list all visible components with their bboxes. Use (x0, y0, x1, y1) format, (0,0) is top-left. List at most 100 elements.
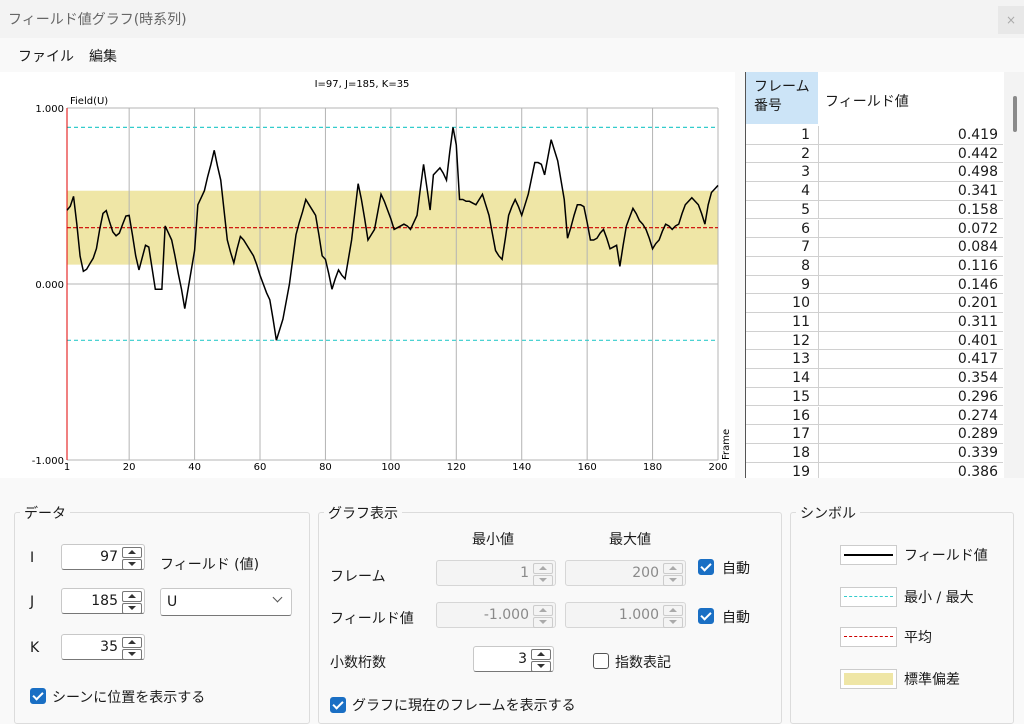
k-input[interactable]: 35 (61, 634, 145, 660)
x-tick-label: 120 (447, 462, 466, 473)
cell-separator (818, 200, 819, 220)
spinner[interactable] (122, 637, 142, 660)
table-row: 6 0.072 (746, 219, 1003, 239)
legend-swatch (840, 545, 897, 565)
field-value: 0.158 (957, 201, 998, 218)
i-value: 97 (100, 549, 118, 565)
legend-label: 標準偏差 (904, 672, 960, 688)
table-row: 1 0.419 (746, 126, 1003, 145)
frame-number: 5 (801, 201, 810, 218)
frame-number: 1 (801, 127, 810, 143)
checkbox[interactable] (698, 559, 714, 575)
cell-separator (818, 462, 819, 478)
decimals-input[interactable]: 3 (473, 646, 554, 672)
cell-separator (818, 350, 819, 370)
close-button[interactable]: × (998, 6, 1024, 34)
cell-separator (818, 182, 819, 201)
panel-title: グラフ表示 (324, 503, 402, 523)
menu-file[interactable]: ファイル (18, 49, 74, 65)
table-row: 14 0.354 (746, 369, 1003, 388)
menu-edit[interactable]: 編集 (89, 49, 117, 65)
scroll-thumb[interactable] (1013, 96, 1017, 132)
field-select[interactable]: U (160, 588, 292, 616)
table-body: 1 0.419 2 0.442 3 0.498 4 0.341 5 0.158 6 0.072 7 0.0… (746, 126, 1003, 478)
frame-number: 7 (801, 239, 810, 256)
frame-number: 16 (792, 407, 810, 424)
x-tick-label: 1 (64, 462, 70, 473)
table-row: 19 0.386 (746, 462, 1003, 478)
y-axis-label: Field(U) (70, 96, 108, 107)
checkbox[interactable] (330, 697, 346, 713)
checkbox[interactable] (30, 688, 46, 704)
frame-number: 11 (792, 314, 810, 330)
table-row: 5 0.158 (746, 200, 1003, 220)
field-value: 0.386 (957, 463, 998, 478)
field-value: 0.146 (957, 276, 998, 293)
data-line (66, 127, 719, 341)
min-header: 最小値 (472, 532, 514, 548)
field-max-input[interactable]: 1.000 (565, 602, 686, 628)
field-value-label: フィールド値 (330, 611, 414, 627)
j-value: 185 (91, 593, 118, 609)
checkbox[interactable] (698, 608, 714, 624)
table-row: 4 0.341 (746, 182, 1003, 201)
cell-separator (818, 387, 819, 407)
spinner[interactable] (531, 649, 551, 672)
table-row: 17 0.289 (746, 425, 1003, 444)
field-select-value: U (167, 594, 178, 610)
field-value: 0.311 (957, 314, 998, 330)
spinner[interactable] (122, 547, 142, 570)
frame-min-input[interactable]: 1 (436, 560, 556, 586)
cell-separator (818, 425, 819, 444)
swatch-line (844, 636, 893, 637)
cell-separator (818, 219, 819, 239)
frame-number: 13 (792, 351, 810, 368)
panel-title: データ (20, 503, 70, 523)
j-input[interactable]: 185 (61, 588, 145, 614)
swatch-line (844, 596, 893, 597)
cell-separator (818, 256, 819, 276)
cell-separator (818, 331, 819, 351)
field-value: 0.417 (957, 351, 998, 368)
table-row: 2 0.442 (746, 144, 1003, 164)
cell-separator (818, 406, 819, 426)
x-tick-label: 100 (381, 462, 400, 473)
symbol-panel (790, 512, 1014, 724)
table-row: 3 0.498 (746, 163, 1003, 183)
legend-swatch (840, 669, 897, 689)
chart-area: I=97, J=185, K=35 Field(U) Frame 1 20 40 60 80 1… (0, 72, 735, 478)
field-value: 0.296 (957, 388, 998, 405)
frame-max: 200 (632, 565, 659, 581)
field-min-input[interactable]: -1.000 (436, 602, 556, 628)
field-min: -1.000 (483, 607, 529, 623)
frame-number: 2 (801, 145, 810, 162)
scrollbar[interactable] (1004, 72, 1024, 478)
table-row: 8 0.116 (746, 256, 1003, 276)
cell-separator (818, 163, 819, 183)
checkbox[interactable] (593, 653, 609, 669)
i-input[interactable]: 97 (61, 544, 145, 570)
field-max: 1.000 (618, 607, 659, 623)
frame-max-input[interactable]: 200 (565, 560, 686, 586)
checkbox-label: シーンに位置を表示する (52, 690, 206, 706)
window-title: フィールド値グラフ(時系列) (8, 12, 187, 28)
window: フィールド値グラフ(時系列) × ファイル 編集 I=97, J=185, K=… (0, 0, 1024, 707)
max-header: 最大値 (609, 532, 651, 548)
spinner[interactable] (122, 591, 142, 614)
panel-title: シンボル (796, 503, 860, 523)
table-row: 9 0.146 (746, 275, 1003, 295)
field-value: 0.274 (957, 407, 998, 424)
checkbox-label: 自動 (722, 561, 750, 577)
table-row: 15 0.296 (746, 387, 1003, 407)
x-tick-label: 80 (319, 462, 332, 473)
field-value: 0.289 (957, 426, 998, 443)
y-tick-label: 1.000 (35, 104, 64, 115)
frame-number: 6 (801, 220, 810, 237)
title-bar: フィールド値グラフ(時系列) × (0, 0, 1024, 38)
frame-number: 10 (792, 295, 810, 312)
header-cell: フレーム 番号 (746, 72, 818, 124)
decimals-label: 小数桁数 (330, 655, 386, 671)
checkbox-label: 指数表記 (615, 655, 671, 671)
field-value: 0.072 (957, 220, 998, 237)
cell-separator (818, 443, 819, 463)
